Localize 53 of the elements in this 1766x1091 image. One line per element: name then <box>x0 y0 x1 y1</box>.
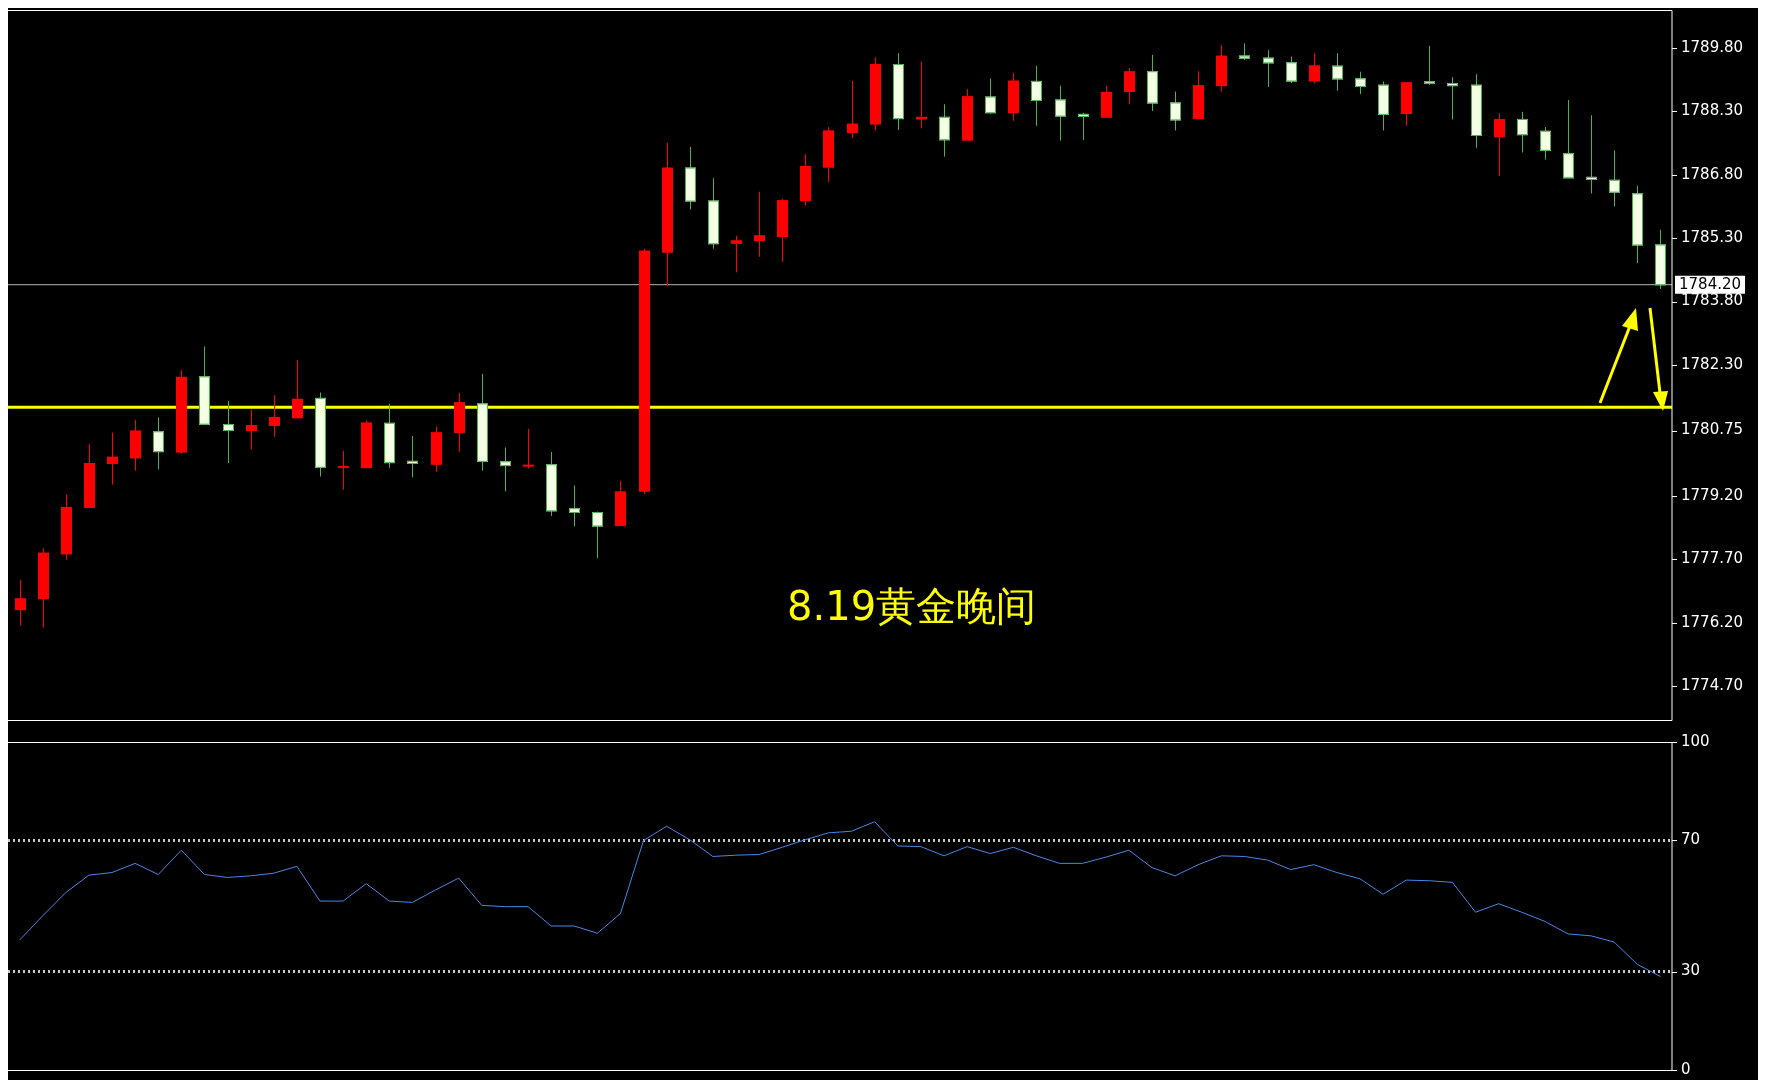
y-tick-label: 1780.75 <box>1681 420 1744 439</box>
candlestick <box>1494 113 1505 177</box>
y-tick-label: 1788.30 <box>1681 101 1744 120</box>
y-tick-label: 1782.30 <box>1681 354 1744 373</box>
y-tick-label: 1786.80 <box>1681 164 1744 183</box>
annotation: 8.19黄金晚间 <box>787 583 1037 630</box>
y-tick-label: 30 <box>1681 961 1701 980</box>
candlestick <box>338 450 349 491</box>
candlestick <box>1263 49 1274 88</box>
y-tick-label: 1779.20 <box>1681 485 1744 504</box>
candlestick <box>1332 52 1343 92</box>
candlestick <box>1355 71 1366 95</box>
candlestick <box>939 103 950 158</box>
candlestick <box>1609 149 1620 208</box>
candlestick <box>731 235 742 273</box>
y-tick-label: 1777.70 <box>1681 549 1744 568</box>
y-tick-label: 1785.30 <box>1681 228 1744 247</box>
y-tick-label: 0 <box>1681 1059 1691 1078</box>
candlestick <box>1447 76 1458 120</box>
candlestick <box>1031 65 1042 127</box>
candlestick <box>754 191 765 258</box>
candlestick <box>523 428 534 470</box>
y-tick-label: 1774.70 <box>1681 676 1744 695</box>
candlestick <box>269 394 280 438</box>
ref-line-label: 1784.20 <box>1679 274 1742 293</box>
candlestick <box>292 359 303 419</box>
candlestick <box>1078 112 1089 141</box>
candlestick <box>1170 91 1181 131</box>
candlestick <box>985 77 996 115</box>
y-tick-label: 70 <box>1681 830 1701 849</box>
candlestick <box>407 435 418 478</box>
candlestick <box>1124 67 1135 105</box>
candlestick <box>916 61 927 129</box>
candlestick <box>847 80 858 139</box>
candlestick <box>223 400 234 464</box>
candlestick <box>246 409 257 451</box>
candlestick <box>1540 126 1551 161</box>
candlestick <box>107 432 118 486</box>
candlestick <box>15 579 26 627</box>
candlestick <box>500 446 511 492</box>
candlestick <box>569 484 580 527</box>
y-tick-label: 1783.80 <box>1681 291 1744 310</box>
candlestick <box>592 511 603 559</box>
candlestick <box>1309 52 1320 85</box>
candlestick <box>1055 85 1066 142</box>
candlestick <box>153 416 164 470</box>
candlestick <box>1517 111 1528 153</box>
candlestick <box>1424 45 1435 86</box>
y-tick-label: 100 <box>1681 731 1710 750</box>
y-tick-label: 1789.80 <box>1681 37 1744 56</box>
candlestick <box>1586 114 1597 194</box>
candlestick <box>1286 55 1297 84</box>
y-tick-label: 1776.20 <box>1681 612 1744 631</box>
